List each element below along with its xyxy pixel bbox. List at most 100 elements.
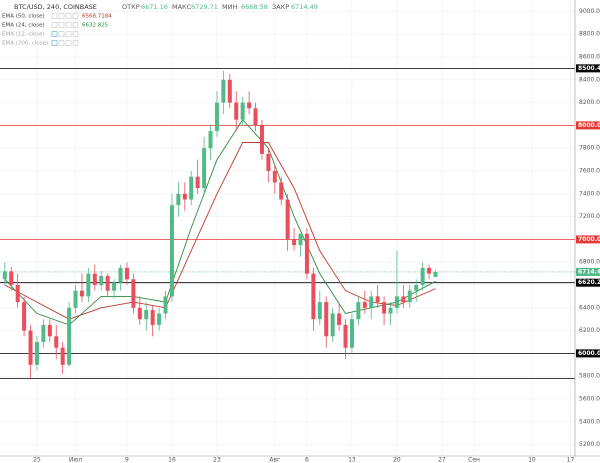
x-tick-label: 25 (33, 457, 41, 463)
candle-body (266, 153, 271, 171)
level-label: 8000.00 (578, 122, 600, 129)
candle-body (227, 79, 232, 103)
candle-body (189, 176, 194, 200)
candle-body (208, 131, 213, 149)
candle-body (221, 79, 226, 103)
indicator-name: EMA (24, close) (2, 23, 45, 29)
candle-body (144, 310, 149, 320)
candle-body (272, 171, 277, 183)
x-tick-label: 16 (168, 457, 176, 463)
candle-body (79, 290, 84, 297)
candle-body (67, 307, 72, 365)
candle-body (433, 271, 438, 277)
ohlc-label: ОТКР (122, 3, 140, 11)
candle-body (240, 102, 245, 120)
x-tick-label: 20 (393, 457, 401, 463)
candle-body (298, 233, 303, 246)
last-price-label: 6714.49 (578, 268, 600, 275)
indicator-button (65, 13, 72, 19)
indicator-button (51, 13, 58, 19)
candle-body (401, 296, 406, 303)
y-tick-label: 6200.00 (579, 327, 600, 334)
candle-body (137, 307, 142, 320)
candle-body (105, 275, 110, 291)
candle-body (202, 148, 207, 189)
axes: 5200.00 5400.00 5600.00 5800.00 6000.00 6200.… (33, 8, 600, 463)
candle-body (330, 313, 335, 337)
indicator-value: 6568.7184 (82, 14, 112, 20)
last-price-bg (576, 267, 600, 276)
candle-body (311, 273, 316, 320)
candle-body (420, 267, 425, 285)
x-tick-label: Авг (269, 457, 280, 463)
ohlc-value: 6714.49 (291, 3, 318, 11)
candle-body (259, 125, 264, 154)
y-tick-label: 8600.00 (579, 54, 600, 61)
y-tick-label: 5200.00 (579, 441, 600, 448)
ohlc-value: 6729.71 (191, 3, 218, 11)
candle-body (292, 239, 297, 246)
indicator-name: EMA (200, close) (2, 41, 48, 47)
indicator-button (58, 40, 65, 46)
candle-body (285, 199, 290, 240)
marks (2, 70, 438, 379)
grid (0, 0, 575, 456)
indicator-button (65, 31, 72, 37)
y-tick-label: 5800.00 (579, 373, 600, 380)
x-tick-label: 27 (438, 457, 446, 463)
ohlc-label: МИН (222, 3, 237, 11)
x-tick-label: Сен (468, 457, 480, 463)
candle-body (214, 102, 219, 132)
candle-body (169, 205, 174, 297)
indicator-button (72, 31, 79, 37)
candle-body (337, 313, 342, 325)
level-label-bg (576, 64, 600, 73)
candle-body (99, 275, 104, 285)
candle-body (356, 302, 361, 320)
indicator-button (72, 22, 79, 28)
candle-body (349, 319, 354, 348)
level-label: 6000.00 (578, 350, 600, 357)
levels (0, 67, 575, 379)
indicator-button (51, 31, 58, 37)
indicator-button (72, 40, 79, 46)
y-tick-label: 5400.00 (579, 418, 600, 425)
candle-body (304, 233, 309, 274)
candle-body (394, 296, 399, 308)
level-label-bg (576, 235, 600, 244)
legend: BTC/USD, 240, COINBASE ОТКР 6671.16 МАКС 672… (2, 3, 318, 47)
x-tick-label: 13 (348, 457, 356, 463)
candle-body (157, 313, 162, 325)
x-tick-label: 17 (567, 457, 575, 463)
indicator-button (51, 22, 58, 28)
y-tick-label: 9000.00 (579, 8, 600, 15)
y-tick-label: 8200.00 (579, 99, 600, 106)
y-tick-label: 5600.00 (579, 396, 600, 403)
level-label-bg (576, 349, 600, 358)
indicator-button (72, 13, 79, 19)
indicator-value: 6632.825 (82, 23, 109, 29)
x-tick-label: 9 (125, 457, 129, 463)
level-label: 7000.00 (578, 236, 600, 243)
symbol-title: BTC/USD, 240, COINBASE (14, 3, 97, 11)
candle-body (176, 193, 181, 206)
candle-body (195, 176, 200, 189)
candle-body (247, 102, 252, 109)
candle-body (375, 296, 380, 303)
candle-body (15, 285, 20, 303)
candle-body (86, 273, 91, 297)
candle-body (234, 102, 239, 120)
candle-body (73, 290, 78, 308)
y-tick-label: 7200.00 (579, 213, 600, 220)
indicator-button (51, 40, 58, 46)
indicator-name: EMA (50, close) (2, 14, 45, 20)
candle-body (343, 324, 348, 348)
y-tick-label: 7800.00 (579, 145, 600, 152)
candle-body (41, 324, 46, 342)
indicator-button (65, 40, 72, 46)
level-label-bg (576, 121, 600, 130)
indicator-button (58, 31, 65, 37)
candle-body (118, 267, 123, 283)
level-label: 6620.28 (578, 279, 600, 286)
candle-body (407, 290, 412, 303)
